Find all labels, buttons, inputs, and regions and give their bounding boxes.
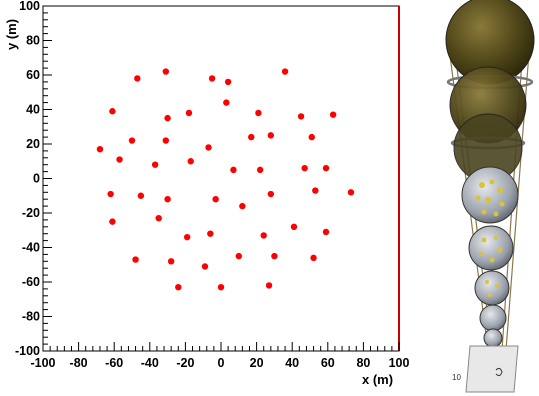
data-point: [137, 192, 145, 199]
data-point: [128, 137, 136, 144]
y-tick-label: 20: [26, 137, 40, 151]
y-tick-label: -80: [22, 310, 40, 324]
data-point: [116, 156, 123, 163]
data-point: [312, 187, 319, 194]
data-point: [256, 166, 264, 174]
x-axis-title: x (m): [362, 372, 393, 387]
x-tick-label: -40: [141, 356, 159, 370]
data-point: [217, 283, 225, 291]
data-point: [183, 233, 191, 241]
x-tick-label: 40: [285, 356, 299, 370]
y-tick-label: 80: [26, 34, 40, 48]
data-point: [109, 218, 116, 225]
data-points: [96, 68, 355, 291]
x-tick-label: 100: [389, 356, 410, 370]
data-point: [230, 166, 237, 174]
balloon-tower-image: 10: [445, 0, 535, 393]
data-point: [308, 133, 315, 141]
data-point: [162, 137, 170, 144]
upper-spheres-icon: [445, 0, 535, 183]
data-point: [164, 114, 171, 122]
data-point: [265, 282, 273, 289]
data-point: [175, 283, 182, 291]
y-tick-label: -100: [15, 344, 40, 358]
data-point: [208, 75, 216, 82]
data-point: [132, 256, 139, 263]
data-point: [267, 132, 275, 139]
x-tick-label: -100: [30, 356, 55, 370]
data-point: [235, 252, 242, 260]
tower-image-label: 10: [452, 373, 461, 382]
data-point: [109, 108, 116, 115]
x-tick-label: -20: [176, 356, 194, 370]
y-tick-label: 40: [26, 103, 40, 117]
y-tick-label: -40: [22, 241, 40, 255]
x-tick-label: -80: [70, 356, 88, 370]
x-tick-label: 20: [250, 356, 264, 370]
data-point: [205, 144, 212, 151]
y-tick-label: -60: [22, 275, 40, 289]
data-point: [223, 99, 230, 106]
y-tick-label: -20: [22, 206, 40, 220]
data-point: [260, 232, 267, 239]
data-point: [162, 68, 170, 75]
data-point: [167, 258, 175, 265]
data-point: [329, 111, 337, 118]
x-tick-label: 0: [218, 356, 225, 370]
data-point: [151, 161, 159, 168]
data-point: [310, 254, 317, 262]
y-tick-label: 0: [33, 172, 40, 186]
data-point: [297, 113, 305, 120]
data-point: [290, 223, 298, 230]
tower-base-icon: 10: [452, 345, 519, 393]
y-tick-label: 100: [19, 0, 40, 13]
data-point: [322, 164, 330, 172]
lower-spheres-icon: [461, 166, 519, 359]
data-point: [107, 190, 114, 198]
data-point: [185, 109, 193, 117]
data-point: [212, 196, 219, 203]
y-tick-label: 60: [26, 68, 40, 82]
data-point: [224, 78, 232, 86]
scatter-plot: -100 -80 -60 -40 -20 0 20 40 60 80 100 -100 -80 -60 -4…: [4, 0, 410, 387]
data-point: [155, 214, 162, 222]
tick-labels: -100 -80 -60 -40 -20 0 20 40 60 80 100 -100 -80 -60 -4…: [15, 0, 410, 370]
axis-ticks: [42, 5, 400, 352]
data-point: [322, 228, 330, 236]
data-point: [207, 230, 214, 237]
data-point: [239, 202, 246, 210]
y-axis-title: y (m): [4, 19, 19, 50]
data-point: [301, 164, 308, 172]
data-point: [164, 196, 171, 203]
x-tick-label: 80: [356, 356, 370, 370]
x-tick-label: 60: [321, 356, 335, 370]
data-point: [267, 190, 275, 198]
data-point: [248, 133, 255, 141]
data-point: [187, 158, 194, 165]
x-tick-label: -60: [105, 356, 123, 370]
data-point: [271, 252, 278, 260]
plot-frame: [42, 5, 400, 352]
data-point: [347, 189, 355, 196]
data-point: [201, 263, 209, 270]
data-point: [134, 75, 141, 82]
data-point: [96, 145, 104, 153]
data-point: [281, 68, 289, 75]
data-point: [255, 109, 262, 117]
